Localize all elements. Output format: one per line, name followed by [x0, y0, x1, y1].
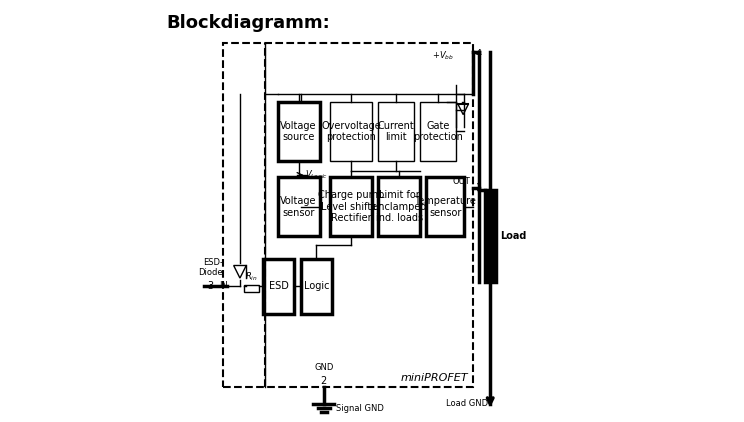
Text: 4: 4: [476, 49, 482, 59]
Text: $R_{in}$: $R_{in}$: [245, 270, 258, 283]
Text: IN: IN: [219, 281, 228, 290]
Text: Temperature
sensor: Temperature sensor: [414, 196, 476, 218]
Text: 2: 2: [321, 376, 327, 386]
FancyBboxPatch shape: [426, 178, 464, 236]
FancyBboxPatch shape: [301, 259, 332, 314]
FancyBboxPatch shape: [330, 178, 372, 236]
Text: Overvoltage
protection: Overvoltage protection: [321, 121, 381, 142]
Text: 3: 3: [208, 281, 214, 292]
Text: GND: GND: [314, 363, 333, 372]
Text: Voltage
sensor: Voltage sensor: [280, 196, 317, 218]
Text: Load GND: Load GND: [446, 399, 488, 408]
Text: ESD-
Diode: ESD- Diode: [199, 258, 223, 277]
FancyBboxPatch shape: [263, 259, 295, 314]
Text: Limit for
unclamped
ind. loads: Limit for unclamped ind. loads: [372, 190, 426, 223]
Text: Current
limit: Current limit: [378, 121, 414, 142]
Text: Signal GND: Signal GND: [336, 403, 384, 413]
Text: Logic: Logic: [304, 281, 329, 292]
Text: Voltage
source: Voltage source: [280, 121, 317, 142]
FancyBboxPatch shape: [244, 285, 259, 292]
FancyBboxPatch shape: [378, 102, 414, 161]
FancyBboxPatch shape: [330, 102, 372, 161]
Text: Charge pump
Level shifter
Rectifier: Charge pump Level shifter Rectifier: [318, 190, 384, 223]
Text: 1: 1: [476, 183, 482, 193]
Text: OUT: OUT: [453, 177, 470, 186]
Text: miniPROFET: miniPROFET: [401, 373, 469, 383]
Text: Load: Load: [500, 231, 526, 241]
Text: Blockdiagramm:: Blockdiagramm:: [167, 14, 330, 32]
FancyBboxPatch shape: [278, 178, 320, 236]
FancyBboxPatch shape: [223, 43, 472, 387]
FancyBboxPatch shape: [378, 178, 420, 236]
FancyBboxPatch shape: [485, 190, 496, 282]
FancyBboxPatch shape: [278, 102, 320, 161]
FancyBboxPatch shape: [420, 102, 456, 161]
Text: $+ V_{bb}$: $+ V_{bb}$: [432, 50, 454, 62]
Text: Gate
protection: Gate protection: [413, 121, 463, 142]
Text: $V_{Logic}$: $V_{Logic}$: [305, 169, 328, 182]
Text: ESD: ESD: [269, 281, 289, 292]
